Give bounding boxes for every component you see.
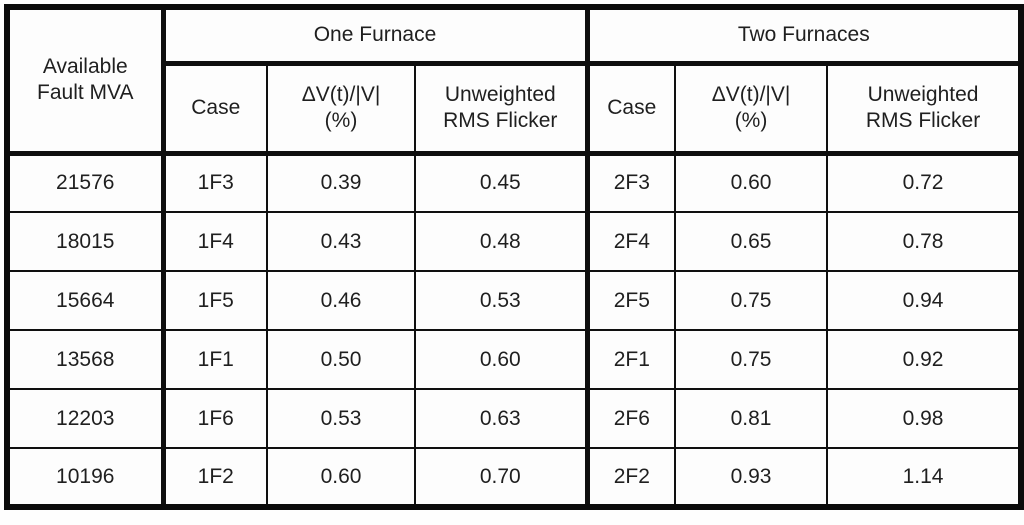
case-cell: 2F1 <box>586 329 677 390</box>
case-cell: 1F3 <box>162 152 268 213</box>
rms-cell: 0.48 <box>413 211 590 272</box>
delta-v-cell: 0.75 <box>674 329 829 390</box>
col-header-case-two: Case <box>586 62 677 156</box>
rms-cell: 0.45 <box>413 152 590 213</box>
case-cell: 1F4 <box>162 211 268 272</box>
delta-v-cell: 0.43 <box>266 211 416 272</box>
table-row: 10196 1F2 0.60 0.70 2F2 0.93 1.14 <box>6 447 1023 508</box>
table-row: 18015 1F4 0.43 0.48 2F4 0.65 0.78 <box>6 211 1023 272</box>
rms-cell: 0.60 <box>413 329 590 390</box>
flicker-results-table: Available Fault MVA One Furnace Two Furn… <box>4 4 1024 510</box>
case-cell: 1F5 <box>162 270 268 331</box>
delta-v-cell: 0.75 <box>674 270 829 331</box>
delta-v-cell: 0.53 <box>266 388 416 449</box>
delta-v-cell: 0.60 <box>266 447 416 508</box>
column-header-row: Case ΔV(t)/|V| (%) Unweighted RMS Flicke… <box>7 62 1023 156</box>
col-header-rms-one: Unweighted RMS Flicker <box>413 62 590 156</box>
col-header-delta-v-one: ΔV(t)/|V| (%) <box>266 62 416 156</box>
corner-header-available-fault-mva: Available Fault MVA <box>6 6 166 156</box>
case-cell: 1F2 <box>162 447 268 508</box>
case-cell: 2F5 <box>586 270 677 331</box>
mva-cell: 21576 <box>6 152 166 213</box>
delta-v-cell: 0.50 <box>266 329 416 390</box>
table-row: 13568 1F1 0.50 0.60 2F1 0.75 0.92 <box>6 329 1023 390</box>
case-cell: 1F6 <box>162 388 268 449</box>
group-header-two-furnaces: Two Furnaces <box>586 6 1023 66</box>
delta-v-cell: 0.46 <box>266 270 416 331</box>
case-cell: 2F6 <box>586 388 677 449</box>
case-cell: 2F4 <box>586 211 677 272</box>
case-cell: 2F2 <box>586 447 677 508</box>
col-header-rms-two: Unweighted RMS Flicker <box>826 62 1023 156</box>
case-cell: 1F1 <box>162 329 268 390</box>
rms-cell: 0.78 <box>826 211 1023 272</box>
delta-v-cell: 0.65 <box>674 211 829 272</box>
table-row: 21576 1F3 0.39 0.45 2F3 0.60 0.72 <box>6 152 1023 213</box>
delta-v-cell: 0.93 <box>674 447 829 508</box>
group-header-one-furnace: One Furnace <box>161 6 590 66</box>
group-header-row: Available Fault MVA One Furnace Two Furn… <box>6 6 1023 156</box>
delta-v-cell: 0.60 <box>674 152 829 213</box>
table-row: 12203 1F6 0.53 0.63 2F6 0.81 0.98 <box>6 388 1023 449</box>
rms-cell: 0.72 <box>826 152 1023 213</box>
rms-cell: 0.70 <box>413 447 590 508</box>
rms-cell: 1.14 <box>826 447 1023 508</box>
delta-v-cell: 0.39 <box>266 152 416 213</box>
mva-cell: 12203 <box>6 388 166 449</box>
rms-cell: 0.94 <box>826 270 1023 331</box>
mva-cell: 18015 <box>6 211 166 272</box>
table-row: 15664 1F5 0.46 0.53 2F5 0.75 0.94 <box>6 270 1023 331</box>
rms-cell: 0.63 <box>413 388 590 449</box>
mva-cell: 15664 <box>6 270 166 331</box>
col-header-case-one: Case <box>162 62 268 156</box>
delta-v-cell: 0.81 <box>674 388 829 449</box>
mva-cell: 13568 <box>6 329 166 390</box>
rms-cell: 0.92 <box>826 329 1023 390</box>
case-cell: 2F3 <box>586 152 677 213</box>
mva-cell: 10196 <box>6 447 166 508</box>
rms-cell: 0.98 <box>826 388 1023 449</box>
col-header-delta-v-two: ΔV(t)/|V| (%) <box>674 62 829 156</box>
rms-cell: 0.53 <box>413 270 590 331</box>
